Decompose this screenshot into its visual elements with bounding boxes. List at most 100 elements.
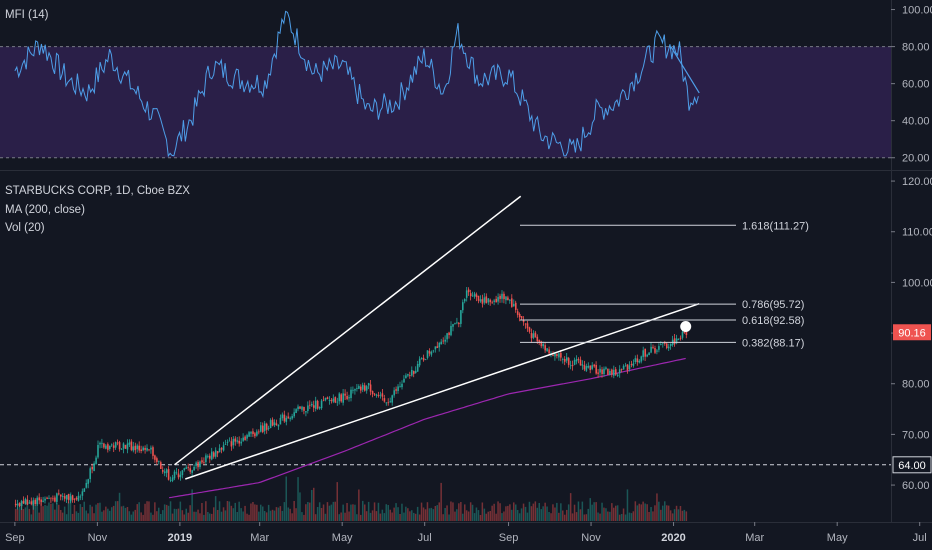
- candle-body: [446, 333, 448, 340]
- candle-body: [467, 289, 470, 293]
- volume-bar: [367, 501, 370, 521]
- candle-body: [393, 390, 395, 396]
- candle-body: [242, 437, 244, 441]
- candle-body: [540, 341, 543, 347]
- volume-bar: [595, 502, 597, 521]
- volume-bar: [618, 514, 621, 521]
- candle-body: [471, 295, 474, 297]
- volume-bar: [685, 511, 688, 521]
- vol-legend[interactable]: Vol (20): [5, 222, 45, 234]
- candle-body: [191, 470, 193, 473]
- volume-bar: [262, 506, 264, 521]
- axis-layer: 120.00110.00100.0090.0080.0070.0060.0010…: [5, 5, 932, 544]
- volume-bar: [238, 501, 240, 521]
- volume-bar: [473, 513, 476, 521]
- candle-body: [220, 447, 223, 450]
- volume-bar: [195, 511, 197, 521]
- fib-level-label: 0.618(92.58): [742, 315, 804, 327]
- volume-bar: [85, 510, 87, 521]
- candle-body: [558, 353, 560, 358]
- candle-body: [591, 365, 593, 369]
- candle-body: [67, 494, 70, 500]
- candle-body: [228, 440, 231, 442]
- volume-bar: [132, 511, 134, 521]
- volume-bar: [263, 511, 266, 521]
- volume-bar: [662, 505, 664, 521]
- volume-bar: [279, 506, 282, 521]
- volume-bar: [332, 501, 335, 521]
- candle-body: [167, 469, 170, 480]
- volume-bar: [97, 503, 99, 521]
- candle-body: [254, 433, 256, 437]
- candle-body: [403, 378, 405, 383]
- time-axis-label: Nov: [88, 532, 108, 544]
- candle-body: [344, 393, 346, 396]
- symbol-legend[interactable]: STARBUCKS CORP, 1D, Cboe BZX: [5, 185, 190, 197]
- volume-bar: [636, 505, 639, 521]
- volume-bar: [134, 509, 136, 521]
- mfi-title[interactable]: MFI (14): [5, 9, 49, 21]
- chart-marker-icon[interactable]: [680, 320, 692, 332]
- candle-body: [450, 325, 452, 336]
- candle-body: [111, 444, 113, 446]
- volume-bar: [589, 498, 591, 521]
- trend-line-lower[interactable]: [185, 302, 700, 480]
- candle-body: [683, 332, 686, 333]
- volume-bar: [426, 502, 429, 521]
- volume-bar: [411, 510, 413, 521]
- candle-body: [499, 295, 501, 299]
- candle-body: [585, 366, 588, 371]
- volume-bar: [495, 513, 497, 521]
- candle-body: [109, 445, 111, 449]
- candle-body: [367, 383, 370, 386]
- candle-body: [615, 369, 617, 375]
- horizontal-level-badge[interactable]: [892, 456, 932, 474]
- candle-body: [338, 393, 341, 402]
- candle-body: [395, 389, 397, 391]
- candle-body: [554, 353, 556, 357]
- volume-bar: [603, 507, 605, 521]
- candle-body: [675, 338, 678, 344]
- candle-body: [281, 414, 284, 419]
- volume-bar: [385, 504, 387, 521]
- candle-body: [350, 389, 352, 398]
- volume-bar: [205, 501, 207, 521]
- volume-bar: [666, 505, 668, 521]
- candle-body: [222, 445, 225, 451]
- candle-body: [260, 425, 262, 432]
- candle-body: [132, 446, 135, 451]
- candle-body: [40, 499, 42, 502]
- ma-legend[interactable]: MA (200, close): [5, 204, 85, 216]
- volume-bar: [150, 512, 152, 521]
- ma200-line: [169, 357, 686, 499]
- candle-body: [297, 406, 299, 410]
- candle-body: [136, 445, 139, 450]
- volume-bar: [420, 502, 423, 521]
- candle-body: [63, 496, 66, 499]
- volume-bar: [399, 514, 401, 521]
- price-axis-label: 70.00: [902, 429, 930, 441]
- volume-bar: [136, 504, 138, 521]
- volume-bar: [515, 504, 517, 521]
- volume-bar: [554, 507, 556, 521]
- candle-body: [105, 445, 107, 449]
- volume-bar: [654, 505, 656, 521]
- candle-body: [654, 348, 656, 353]
- trend-line-upper[interactable]: [174, 195, 522, 466]
- volume-bar: [232, 508, 235, 521]
- volume-bar: [552, 504, 554, 521]
- volume-bar: [577, 501, 580, 521]
- volume-bar: [185, 508, 187, 521]
- mfi-trend-line[interactable]: [670, 46, 700, 94]
- candle-body: [107, 444, 109, 450]
- volume-bar: [542, 506, 544, 521]
- price-axis-label: 120.00: [902, 176, 932, 188]
- volume-bar: [622, 508, 625, 521]
- last-price-badge[interactable]: [893, 324, 931, 341]
- candle-body: [679, 337, 682, 339]
- volume-bar: [320, 508, 323, 521]
- volume-bar: [103, 510, 105, 521]
- volume-bar: [422, 507, 425, 521]
- candle-body: [32, 500, 35, 506]
